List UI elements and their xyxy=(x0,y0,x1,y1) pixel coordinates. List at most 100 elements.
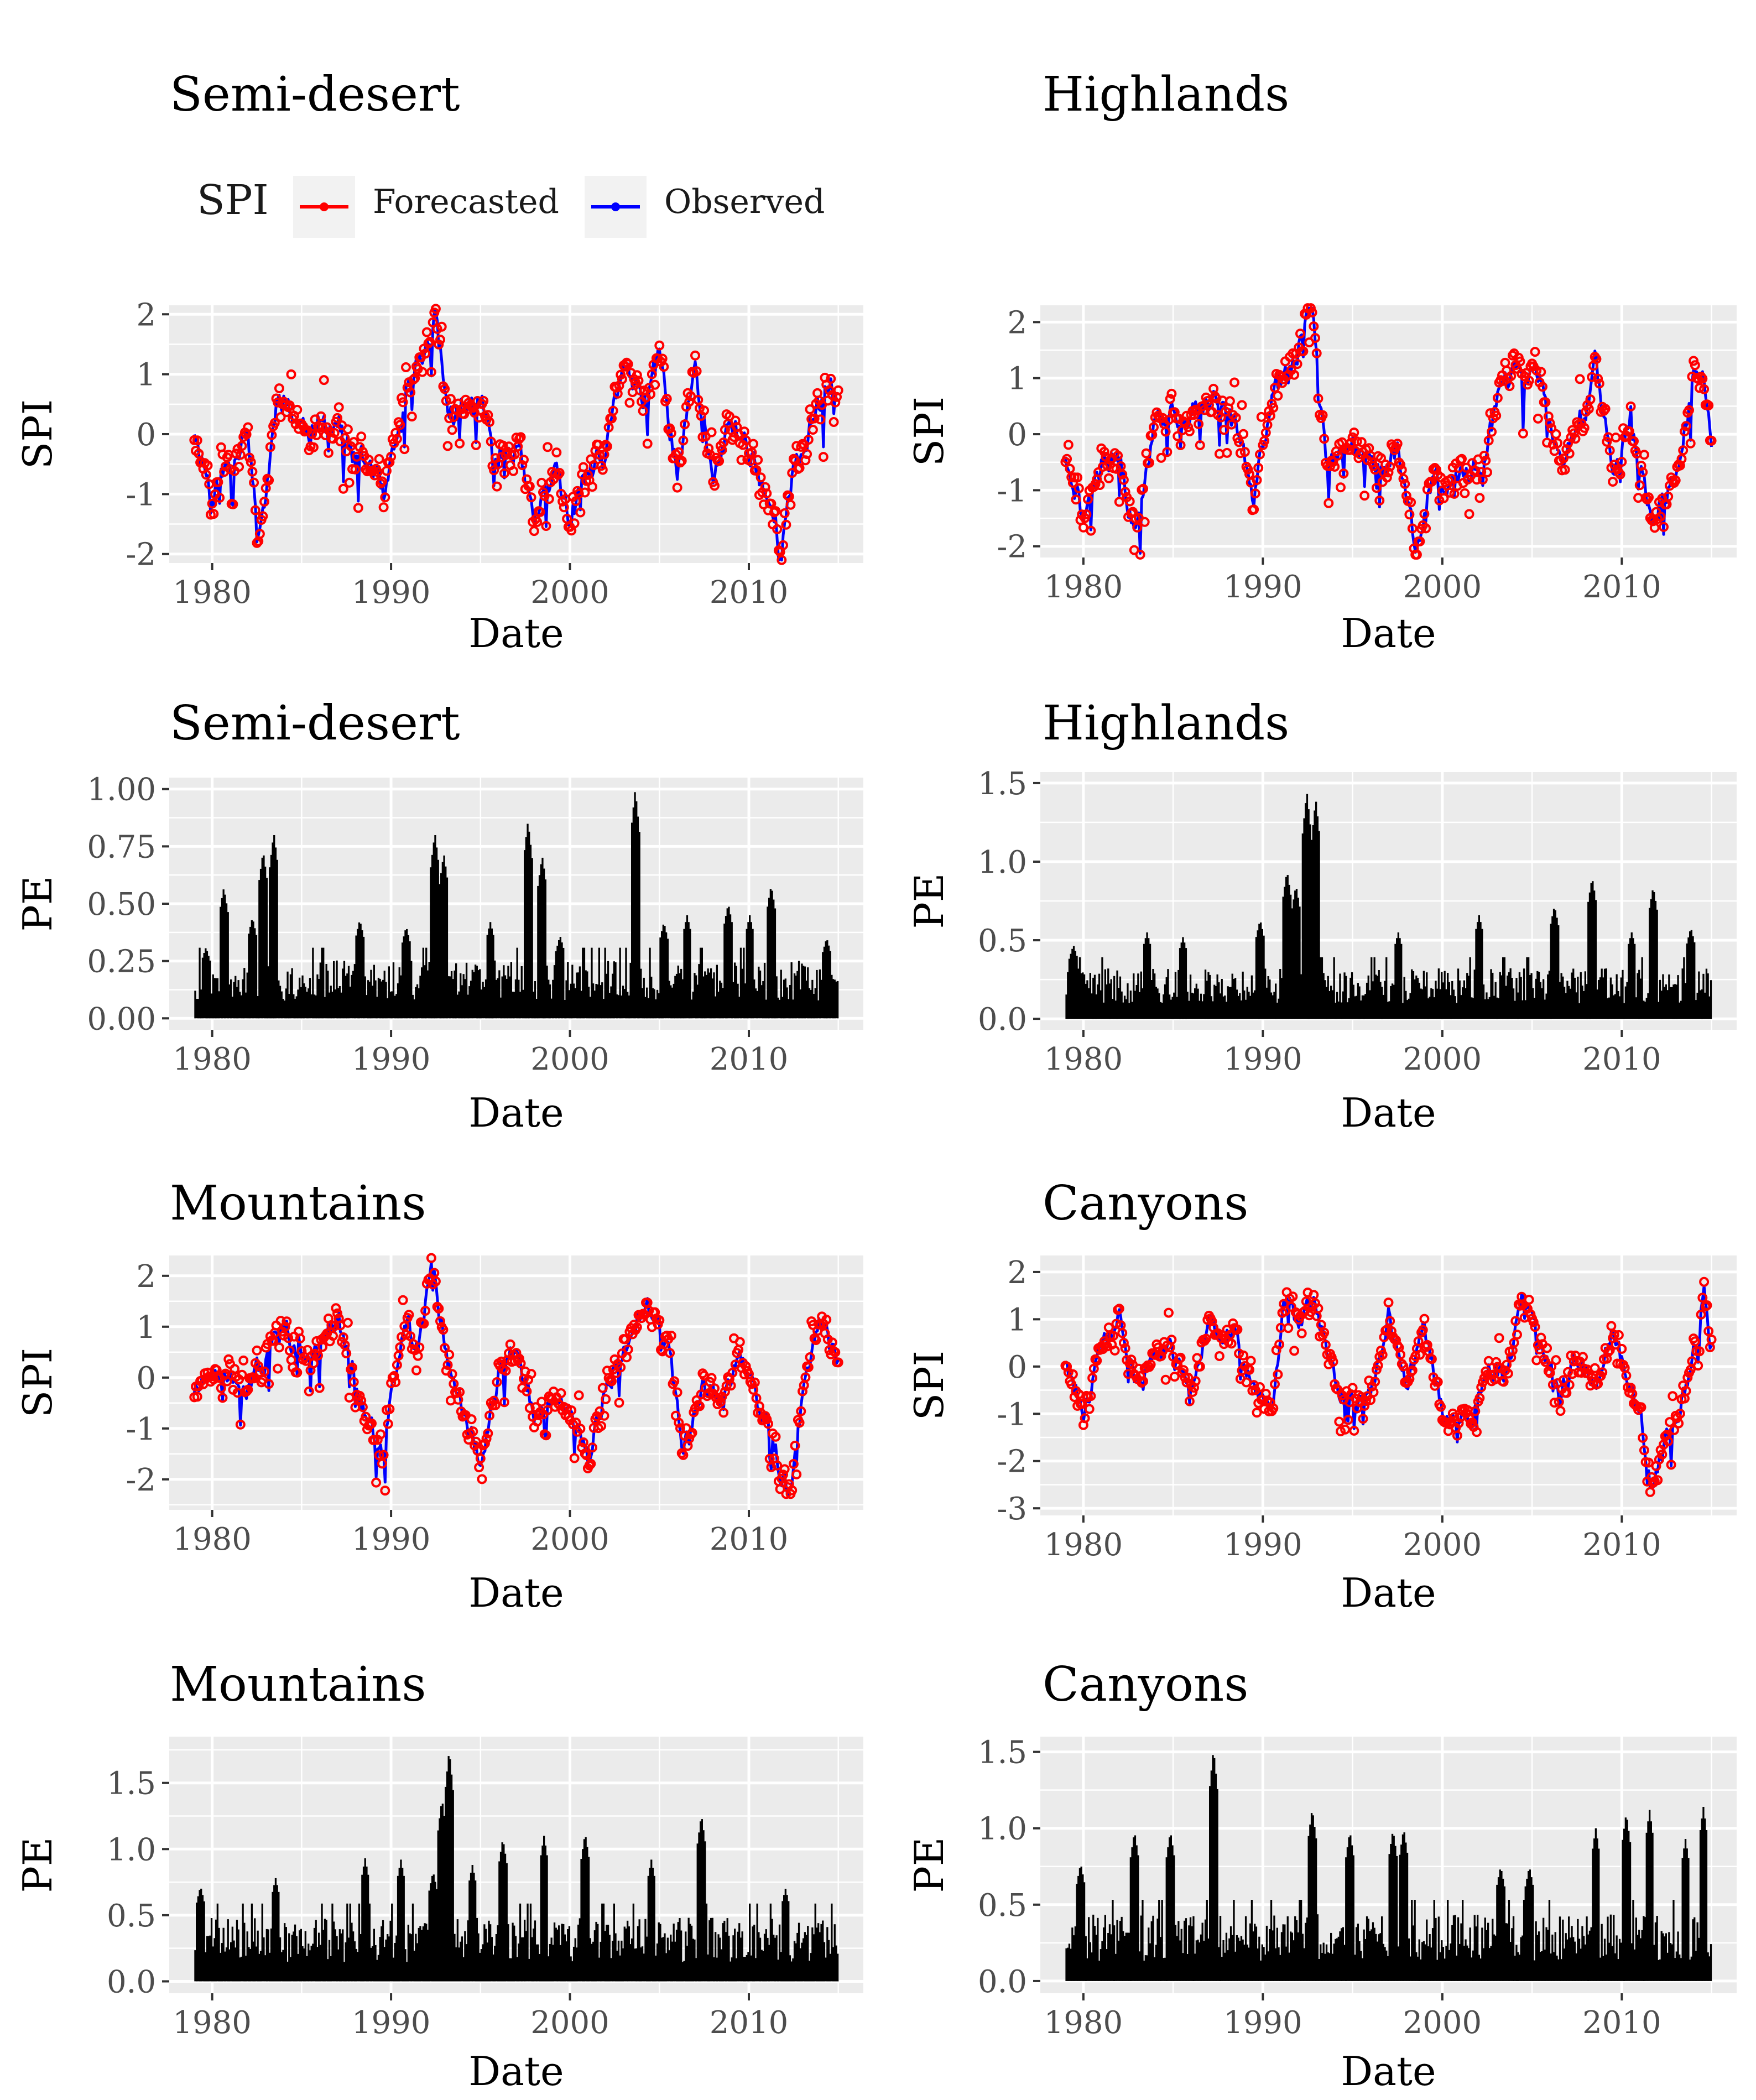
forecast-point xyxy=(328,1331,338,1341)
pe-bar xyxy=(1351,1845,1353,1981)
pe-bar xyxy=(1248,1947,1250,1981)
pe-bar xyxy=(807,1926,809,1982)
forecast-point xyxy=(1457,454,1467,464)
forecast-point xyxy=(1162,447,1173,457)
forecast-point xyxy=(1268,1403,1279,1414)
pe-bar xyxy=(658,993,660,1019)
mountains-spi-ytick-label: -1 xyxy=(126,1411,156,1447)
forecast-point xyxy=(1413,1336,1424,1347)
pe-bar xyxy=(254,1918,256,1982)
forecast-point xyxy=(374,454,384,464)
forecast-point xyxy=(624,398,635,408)
forecast-point xyxy=(755,472,766,483)
pe-bar xyxy=(614,1933,617,1982)
pe-bar xyxy=(1445,989,1447,1019)
pe-bar xyxy=(1072,946,1075,1019)
pe-bar xyxy=(696,1843,699,1982)
pe-bar xyxy=(1554,910,1556,1019)
pe-bar xyxy=(558,940,560,1019)
pe-bar xyxy=(597,984,599,1019)
pe-bar xyxy=(433,842,435,1019)
pe-bar xyxy=(777,997,779,1019)
pe-bar xyxy=(1086,980,1088,1019)
pe-bar xyxy=(294,1924,296,1982)
pe-bar xyxy=(1279,1955,1281,1981)
forecast-point xyxy=(674,1418,684,1428)
pe-bar xyxy=(1213,984,1216,1019)
pe-bar xyxy=(237,980,239,1019)
pe-bar xyxy=(1499,972,1501,1019)
pe-bar xyxy=(1278,998,1280,1019)
pe-bar xyxy=(1684,1839,1687,1981)
forecast-point xyxy=(1063,440,1074,450)
pe-bar xyxy=(690,1925,693,1982)
pe-bar xyxy=(739,947,742,1019)
forecast-point xyxy=(1330,461,1340,472)
pe-bar xyxy=(549,1944,551,1982)
pe-bar xyxy=(1233,979,1235,1019)
pe-bar xyxy=(1176,1936,1178,1981)
pe-bar xyxy=(504,1853,507,1982)
pe-bar xyxy=(272,1891,274,1982)
pe-bar xyxy=(1533,998,1536,1019)
forecast-point xyxy=(217,1393,228,1403)
forecast-point xyxy=(363,455,374,465)
pe-bar xyxy=(1213,1758,1216,1981)
pe-bar xyxy=(1243,990,1246,1019)
forecast-point xyxy=(751,465,762,475)
pe-bar xyxy=(294,998,296,1019)
pe-bar xyxy=(333,961,335,1019)
pe-bar xyxy=(832,979,835,1019)
forecast-point xyxy=(234,462,244,472)
pe-bar xyxy=(1618,996,1621,1019)
pe-bar xyxy=(379,1937,381,1982)
forecast-point xyxy=(1636,1402,1646,1413)
pe-bar xyxy=(553,965,556,1019)
pe-bar xyxy=(1112,1900,1114,1981)
pe-bar xyxy=(400,1859,402,1982)
pe-bar xyxy=(522,989,524,1019)
forecast-point xyxy=(1491,1357,1502,1367)
pe-bar xyxy=(366,995,368,1019)
pe-bar xyxy=(1161,1900,1163,1981)
forecast-point xyxy=(1609,1330,1619,1340)
pe-bar xyxy=(194,1950,196,1982)
forecast-point xyxy=(1166,1335,1177,1345)
pe-bar xyxy=(1085,1936,1087,1981)
pe-bar xyxy=(1571,972,1573,1019)
canyons-spi-ytick-label: -3 xyxy=(997,1491,1027,1527)
pe-bar xyxy=(297,989,299,1019)
pe-bar xyxy=(1635,1917,1637,1981)
pe-bar xyxy=(1219,993,1222,1019)
pe-bar xyxy=(1316,816,1319,1019)
highlands-spi-ytick-label: 1 xyxy=(1007,361,1027,397)
forecast-point xyxy=(778,1470,788,1480)
forecast-point xyxy=(1296,1328,1307,1338)
pe-bar xyxy=(1479,922,1482,1019)
forecast-point xyxy=(794,1418,805,1428)
pe-bar xyxy=(777,1960,779,1982)
forecast-point xyxy=(574,1390,584,1400)
mountains-spi-ytick-label: 2 xyxy=(136,1259,156,1295)
pe-bar xyxy=(291,968,293,1019)
pe-bar xyxy=(299,1930,301,1982)
forecast-point xyxy=(526,1369,536,1379)
forecast-point xyxy=(1126,1354,1137,1365)
forecast-point xyxy=(526,492,536,503)
pe-bar xyxy=(1330,986,1332,1019)
pe-bar xyxy=(632,1903,634,1982)
forecast-point xyxy=(1570,434,1581,444)
pe-bar xyxy=(1427,1946,1430,1981)
forecast-point xyxy=(1530,1322,1540,1332)
pe-bar xyxy=(1250,1900,1253,1981)
pe-bar xyxy=(768,898,770,1019)
pe-bar xyxy=(306,1956,308,1982)
pe-bar xyxy=(1583,1936,1585,1981)
pe-bar xyxy=(592,983,595,1019)
pe-bar xyxy=(240,995,243,1019)
pe-bar xyxy=(1291,1932,1293,1981)
pe-bar xyxy=(1301,833,1304,1019)
pe-bar xyxy=(674,1941,676,1982)
pe-bar xyxy=(1666,1952,1669,1981)
forecast-point xyxy=(499,468,509,478)
